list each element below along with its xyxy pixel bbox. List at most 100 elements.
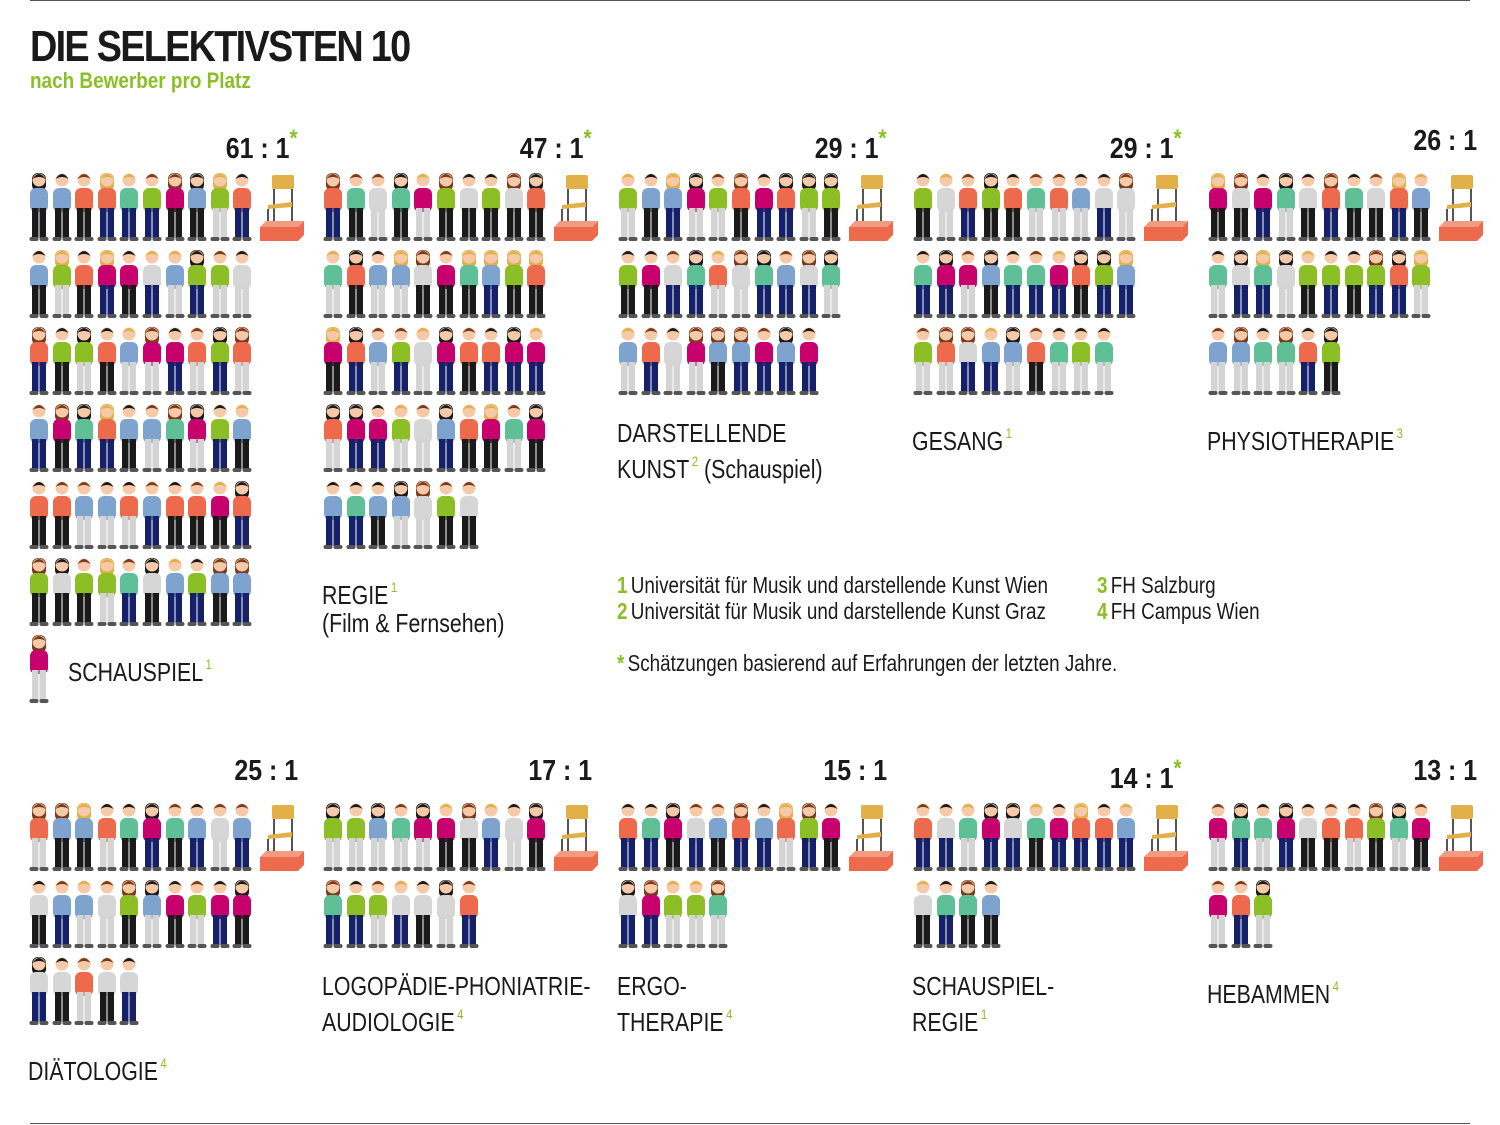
person-icon (435, 324, 457, 398)
person-icon (503, 247, 525, 321)
chair-icon (1142, 173, 1190, 243)
person-icon (412, 324, 434, 398)
person-icon (435, 247, 457, 321)
person-icon (186, 247, 208, 321)
chair-icon (552, 173, 600, 243)
person-icon (118, 401, 140, 475)
person-icon (662, 800, 684, 874)
person-icon (1048, 800, 1070, 874)
person-icon (1410, 170, 1432, 244)
person-icon (957, 324, 979, 398)
person-icon (164, 324, 186, 398)
person-icon (28, 247, 50, 321)
person-icon (51, 800, 73, 874)
person-icon (390, 478, 412, 552)
chair-icon (258, 803, 306, 873)
person-icon (503, 170, 525, 244)
person-icon (707, 170, 729, 244)
person-icon (685, 877, 707, 951)
person-icon (209, 247, 231, 321)
person-icon (1025, 324, 1047, 398)
person-icon (96, 800, 118, 874)
person-icon (1410, 800, 1432, 874)
person-icon (935, 170, 957, 244)
person-icon (753, 800, 775, 874)
person-icon (1115, 800, 1137, 874)
person-icon (186, 877, 208, 951)
person-icon (912, 800, 934, 874)
person-icon (525, 401, 547, 475)
person-icon (1002, 324, 1024, 398)
person-icon (118, 170, 140, 244)
person-icon (912, 170, 934, 244)
person-icon (118, 478, 140, 552)
person-icon (367, 170, 389, 244)
person-icon (1230, 247, 1252, 321)
person-icon (458, 247, 480, 321)
person-icon (1048, 247, 1070, 321)
person-icon (640, 247, 662, 321)
person-icon (367, 324, 389, 398)
person-icon (1115, 170, 1137, 244)
person-icon (412, 478, 434, 552)
person-icon (1320, 170, 1342, 244)
person-icon (640, 170, 662, 244)
person-icon (935, 324, 957, 398)
person-icon (231, 401, 253, 475)
person-icon (775, 247, 797, 321)
person-icon (51, 555, 73, 629)
ratio-label: 29 : 1* (815, 125, 887, 165)
person-icon (662, 324, 684, 398)
estimate-asterisk: * (583, 125, 592, 152)
person-icon (980, 800, 1002, 874)
person-icon (1297, 170, 1319, 244)
person-icon (412, 247, 434, 321)
panel-logopädie-phoniatrie-audiologie: 17 : 1 (322, 755, 617, 1095)
category-label: LOGOPÄDIE-PHONIATRIE- AUDIOLOGIE 4 (322, 971, 591, 1037)
footnote-2: 2 Universität für Musik und darstellende … (617, 598, 1046, 624)
person-icon (345, 170, 367, 244)
person-icon (51, 877, 73, 951)
person-icon (164, 478, 186, 552)
person-icon (322, 877, 344, 951)
estimate-note: * Schätzungen basierend auf Erfahrungen d… (617, 650, 1118, 676)
person-icon (753, 247, 775, 321)
panel-ergotherapie: 15 : 1 (617, 755, 912, 1095)
person-icon (345, 877, 367, 951)
person-icon (186, 800, 208, 874)
person-icon (707, 324, 729, 398)
person-icon (51, 478, 73, 552)
person-icon (1093, 170, 1115, 244)
person-icon (1070, 247, 1092, 321)
person-icon (164, 555, 186, 629)
person-icon (980, 877, 1002, 951)
estimate-asterisk: * (289, 125, 298, 152)
person-icon (390, 800, 412, 874)
person-icon (96, 877, 118, 951)
category-label: REGIE 1 (Film & Fernsehen) (322, 579, 505, 638)
page-subtitle: nach Bewerber pro Platz (30, 68, 251, 93)
ratio-label: 61 : 1* (226, 125, 298, 165)
person-icon (118, 555, 140, 629)
person-icon (798, 324, 820, 398)
category-label: SCHAUSPIEL- REGIE 1 (912, 971, 1055, 1037)
person-icon (1048, 324, 1070, 398)
person-icon (730, 170, 752, 244)
person-icon (640, 877, 662, 951)
person-icon (798, 170, 820, 244)
person-icon (28, 800, 50, 874)
person-icon (1025, 170, 1047, 244)
person-icon (503, 401, 525, 475)
person-icon (51, 401, 73, 475)
estimate-asterisk: * (1173, 125, 1182, 152)
person-icon (957, 247, 979, 321)
person-icon (617, 247, 639, 321)
panel-darstellende-kunst-schauspiel-: 29 : 1* (617, 125, 912, 483)
person-icon (209, 555, 231, 629)
person-icon (96, 954, 118, 1028)
person-icon (73, 954, 95, 1028)
person-icon (73, 247, 95, 321)
chair-icon (1437, 173, 1485, 243)
person-icon (141, 324, 163, 398)
